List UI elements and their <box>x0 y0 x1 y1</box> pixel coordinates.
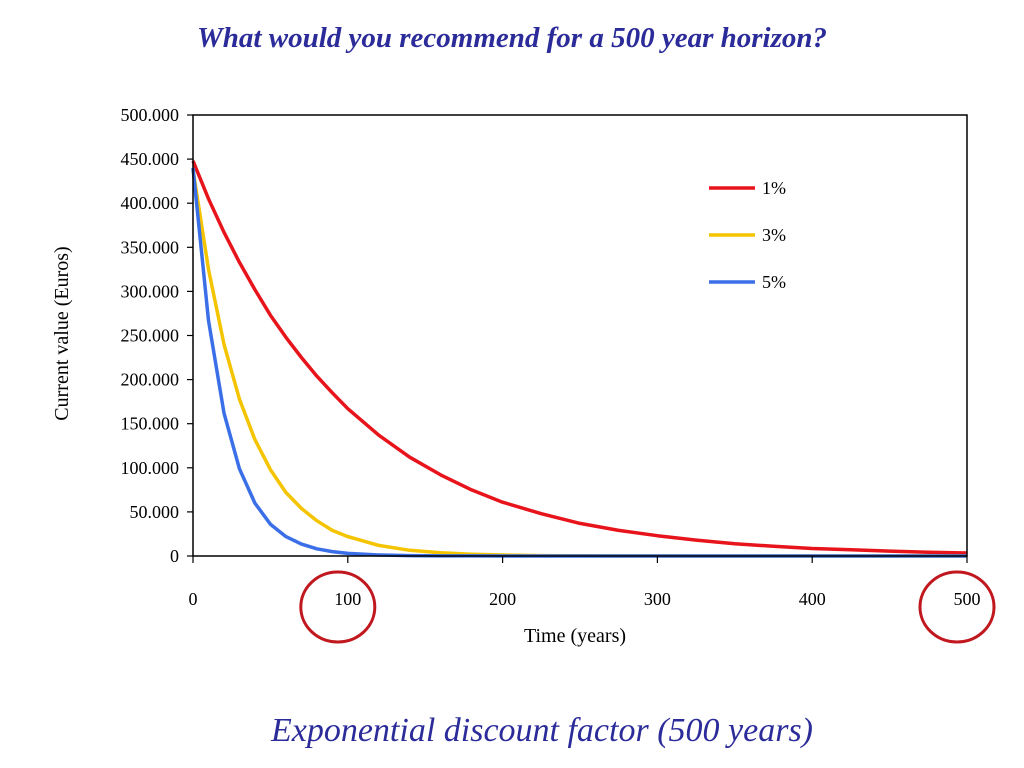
x-tick-label: 300 <box>644 589 671 609</box>
y-tick-label: 200.000 <box>121 370 180 390</box>
highlight-circle <box>918 570 996 644</box>
y-tick-label: 100.000 <box>121 458 180 478</box>
highlight-circle <box>299 570 377 644</box>
slide-title: What would you recommend for a 500 year … <box>197 22 827 54</box>
plot-frame <box>192 114 968 557</box>
x-tick-label: 100 <box>334 589 361 609</box>
series-line-2 <box>191 169 967 558</box>
legend-label: 1% <box>762 178 786 198</box>
x-tick-label: 0 <box>189 589 198 609</box>
y-tick-label: 400.000 <box>121 193 180 213</box>
y-tick-label: 250.000 <box>121 326 180 346</box>
y-tick-label: 50.000 <box>130 502 180 522</box>
x-tick-label: 200 <box>489 589 516 609</box>
y-tick-label: 150.000 <box>121 414 180 434</box>
x-tick-label: 500 <box>954 589 981 609</box>
series-line-1 <box>191 160 968 555</box>
y-tick-label: 0 <box>170 546 179 566</box>
y-tick-label: 500.000 <box>121 105 180 125</box>
x-tick-label: 400 <box>799 589 826 609</box>
series-line-3 <box>191 167 967 558</box>
x-axis-title: Time (years) <box>524 625 626 647</box>
y-tick-label: 450.000 <box>121 149 180 169</box>
y-axis-title: Current value (Euros) <box>51 246 73 420</box>
legend-label: 5% <box>762 272 786 292</box>
slide-footer: Exponential discount factor (500 years) <box>270 712 813 749</box>
y-tick-label: 350.000 <box>121 237 180 257</box>
y-tick-label: 300.000 <box>121 281 180 301</box>
legend-label: 3% <box>762 225 786 245</box>
